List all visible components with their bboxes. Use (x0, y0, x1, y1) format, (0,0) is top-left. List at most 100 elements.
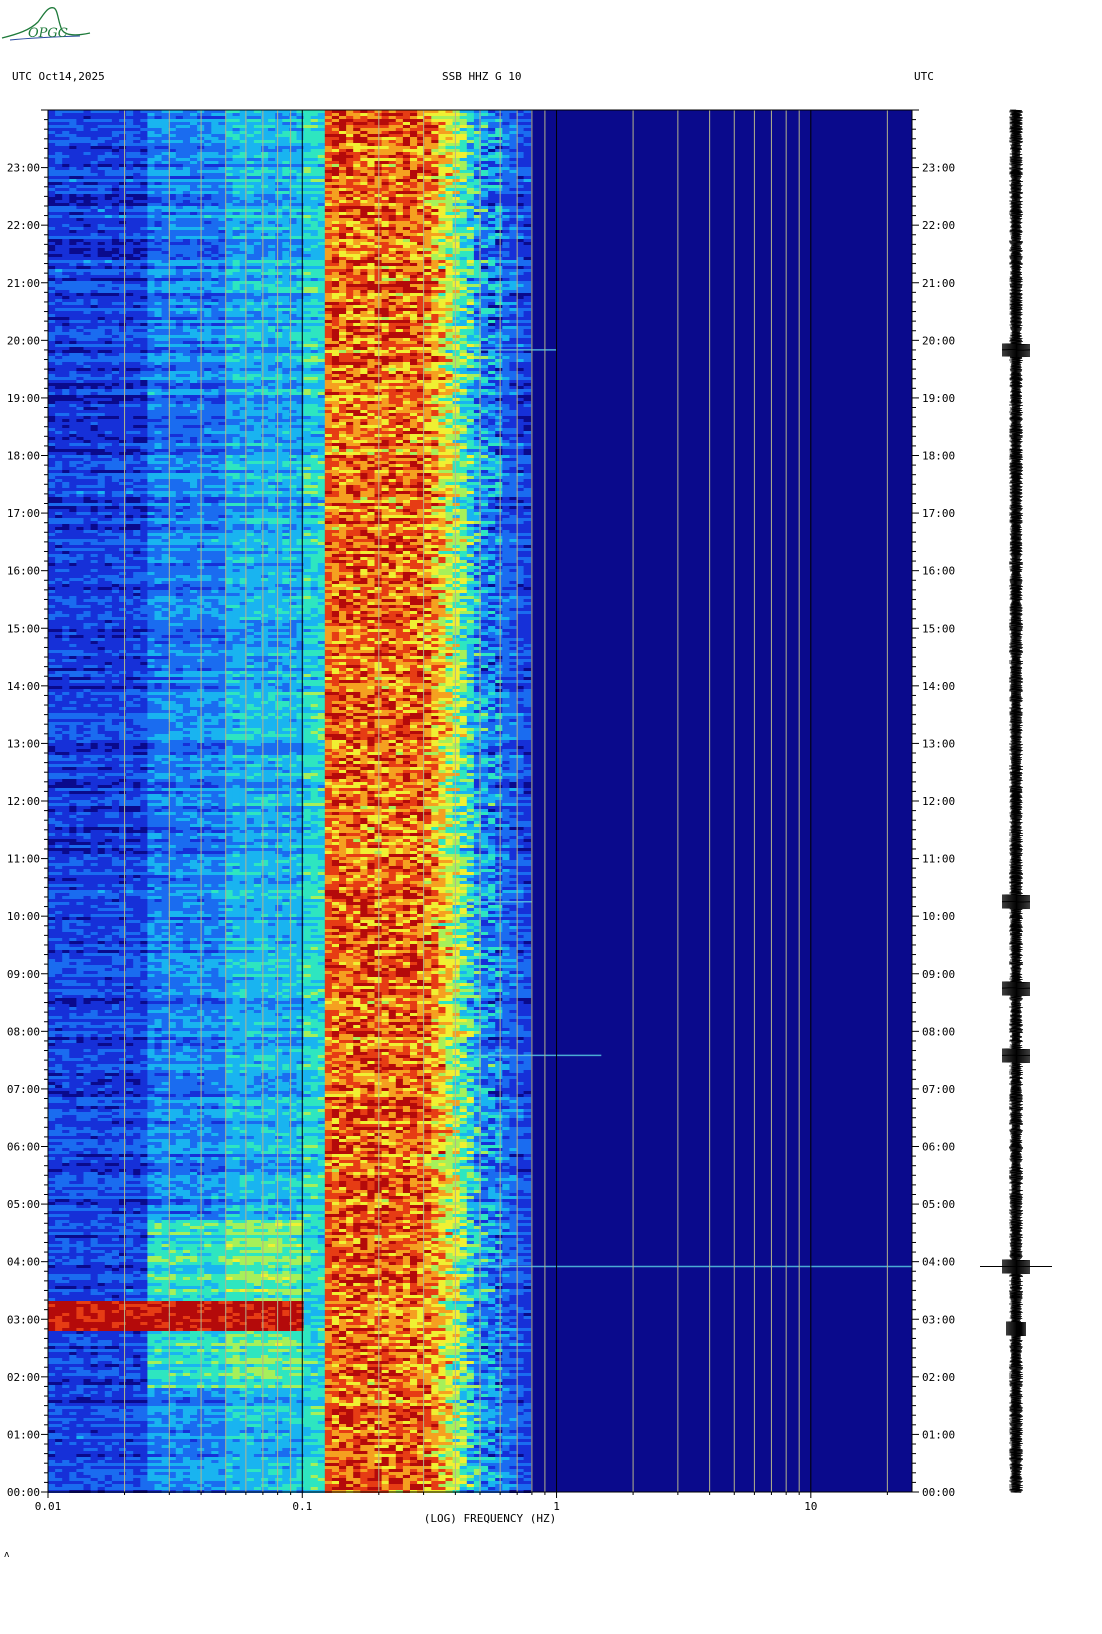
heatmap-cell (424, 305, 432, 308)
heatmap-cell (324, 140, 333, 143)
heatmap-cell (417, 263, 425, 266)
heatmap-cell (232, 170, 241, 173)
heatmap-cell (225, 290, 233, 293)
heatmap-cell (211, 257, 219, 260)
heatmap-cell (83, 206, 91, 209)
heatmap-cell (211, 116, 219, 119)
heatmap-cell (119, 146, 127, 149)
heatmap-cell (154, 290, 162, 293)
heatmap-cell (147, 197, 155, 200)
heatmap-cell (62, 320, 70, 323)
heatmap-cell (282, 122, 290, 125)
heatmap-cell (168, 263, 177, 266)
heatmap-cell (488, 314, 496, 317)
heatmap-cell (360, 257, 368, 260)
heatmap-cell (69, 206, 77, 209)
heatmap-cell (388, 269, 397, 272)
heatmap-cell (119, 179, 127, 182)
heatmap-cell (459, 311, 468, 314)
heatmap-cell (516, 209, 524, 212)
heatmap-cell (367, 197, 375, 200)
heatmap-cell (388, 278, 397, 281)
heatmap-cell (90, 215, 99, 218)
heatmap-cell (161, 191, 170, 194)
heatmap-cell (374, 161, 382, 164)
heatmap-cell (481, 263, 489, 266)
heatmap-cell (466, 221, 475, 224)
heatmap-cell (381, 299, 390, 302)
heatmap-cell (360, 143, 368, 146)
heatmap-cell (417, 227, 425, 230)
heatmap-cell (140, 209, 148, 212)
heatmap-cell (253, 269, 262, 272)
heatmap-cell (374, 215, 382, 218)
heatmap-cell (502, 116, 510, 119)
heatmap-cell (253, 284, 262, 287)
heatmap-cell (331, 287, 340, 290)
heatmap-cell (310, 197, 319, 200)
heatmap-cell (303, 311, 312, 314)
heatmap-cell (452, 134, 461, 137)
heatmap-cell (154, 269, 162, 272)
heatmap-cell (175, 296, 184, 299)
heatmap-cell (452, 182, 461, 185)
heatmap-cell (438, 140, 446, 143)
heatmap-cell (62, 140, 70, 143)
heatmap-cell (324, 287, 333, 290)
heatmap-cell (438, 239, 446, 242)
heatmap-cell (317, 293, 326, 296)
heatmap-cell (154, 317, 162, 320)
heatmap-cell (410, 242, 418, 245)
heatmap-cell (97, 182, 106, 185)
heatmap-cell (211, 248, 219, 251)
heatmap-cell (268, 155, 276, 158)
heatmap-cell (161, 293, 170, 296)
heatmap-cell (310, 176, 319, 179)
heatmap-cell (410, 116, 418, 119)
heatmap-cell (303, 143, 312, 146)
heatmap-cell (516, 170, 524, 173)
heatmap-cell (353, 254, 361, 257)
heatmap-cell (374, 113, 382, 116)
heatmap-cell (190, 167, 198, 170)
heatmap-cell (69, 146, 77, 149)
heatmap-cell (182, 158, 191, 161)
heatmap-cell (324, 281, 333, 284)
heatmap-cell (289, 320, 297, 323)
heatmap-cell (395, 236, 404, 239)
heatmap-cell (76, 242, 84, 245)
heatmap-cell (190, 308, 198, 311)
heatmap-cell (516, 299, 524, 302)
heatmap-cell (473, 269, 482, 272)
heatmap-cell (48, 227, 56, 230)
heatmap-cell (232, 173, 241, 176)
heatmap-cell (410, 134, 418, 137)
heatmap-cell (126, 155, 134, 158)
heatmap-cell (388, 137, 397, 140)
heatmap-cell (502, 272, 510, 275)
heatmap-cell (502, 260, 510, 263)
heatmap-cell (154, 164, 162, 167)
heatmap-cell (111, 233, 120, 236)
heatmap-cell (211, 227, 219, 230)
heatmap-cell (62, 296, 70, 299)
heatmap-cell (211, 164, 219, 167)
heatmap-cell (76, 170, 84, 173)
heatmap-cell (346, 110, 354, 113)
heatmap-cell (126, 218, 134, 221)
heatmap-cell (481, 320, 489, 323)
heatmap-cell (239, 152, 248, 155)
heatmap-cell (459, 236, 468, 239)
heatmap-cell (268, 314, 276, 317)
heatmap-cell (239, 218, 248, 221)
heatmap-cell (495, 143, 503, 146)
heatmap-cell (218, 170, 226, 173)
heatmap-cell (140, 128, 148, 131)
heatmap-cell (410, 218, 418, 221)
heatmap-cell (76, 149, 84, 152)
heatmap-cell (445, 164, 453, 167)
heatmap-cell (374, 206, 382, 209)
heatmap-cell (161, 242, 170, 245)
heatmap-cell (388, 170, 397, 173)
heatmap-cell (126, 293, 134, 296)
